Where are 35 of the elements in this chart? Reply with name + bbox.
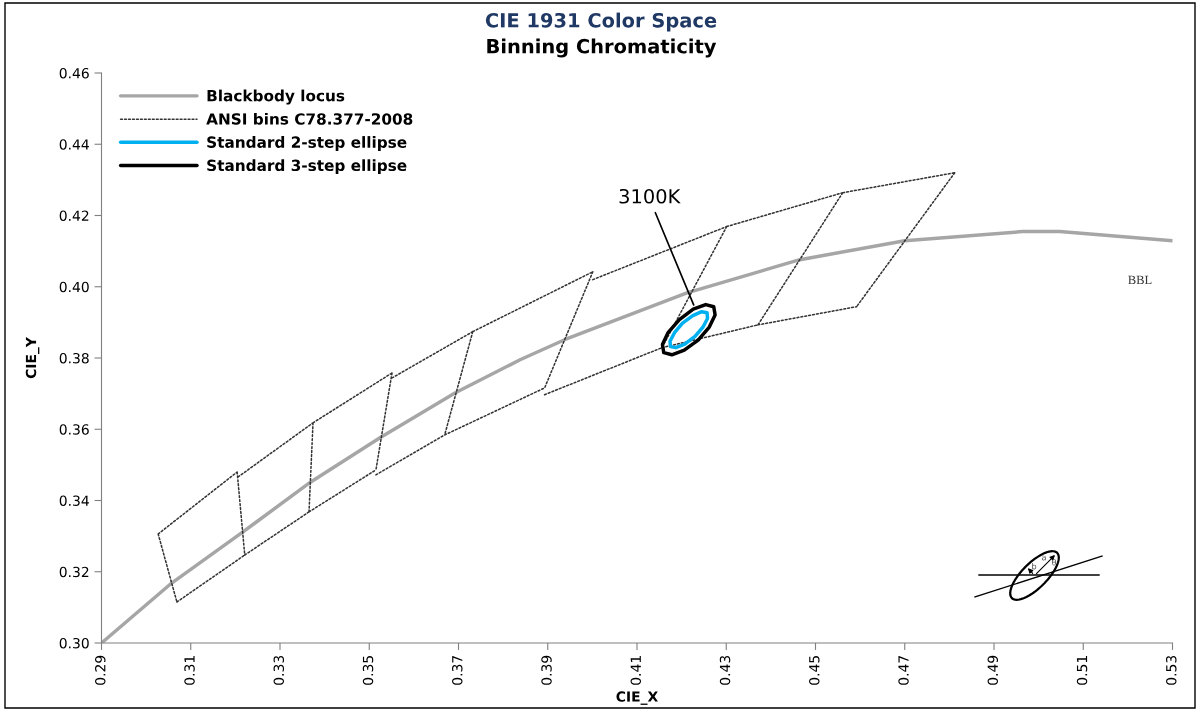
annotation: θ [1051,558,1057,566]
y-tick-label: 0.46 [59,67,89,79]
annotation: BBL [1128,275,1152,285]
y-axis-title: CIE_Y [25,336,40,379]
y-tick-label: 0.40 [59,281,89,293]
chart-title: CIE 1931 Color Space [485,12,717,32]
y-tick-label: 0.44 [59,139,89,150]
x-tick-label: 0.33 [273,655,285,685]
y-tick-label: 0.34 [59,495,89,506]
legend-label: Standard 3-step ellipse [207,159,407,175]
legend-label: Blackbody locus [207,89,345,105]
legend-label: ANSI bins C78.377-2008 [206,112,413,125]
x-tick-label: 0.31 [184,656,195,685]
x-tick-label: 0.51 [1076,656,1088,685]
y-tick-label: 0.32 [59,566,89,578]
x-tick-label: 0.45 [809,656,820,685]
x-tick-label: 0.39 [541,655,552,685]
x-tick-label: 0.53 [1166,655,1177,685]
y-tick-label: 0.38 [59,352,89,364]
x-tick-label: 0.43 [719,655,731,685]
x-tick-label: 0.47 [898,655,909,685]
y-tick-label: 0.42 [59,210,89,221]
x-tick-label: 0.41 [630,656,642,685]
y-tick-label: 0.36 [59,424,89,435]
x-axis-title: CIE_X [616,691,658,705]
annotation: a [1041,555,1046,561]
legend-label: Standard 2-step ellipse [207,136,407,151]
chart-subtitle: Binning Chromaticity [487,38,717,58]
x-tick-label: 0.35 [362,656,374,685]
x-tick-label: 0.49 [987,655,999,685]
x-tick-label: 0.37 [452,655,463,685]
y-tick-label: 0.30 [59,637,89,649]
x-tick-label: 0.29 [95,655,106,685]
annotation: b [1032,562,1037,570]
annotation: 3100K [619,188,681,204]
